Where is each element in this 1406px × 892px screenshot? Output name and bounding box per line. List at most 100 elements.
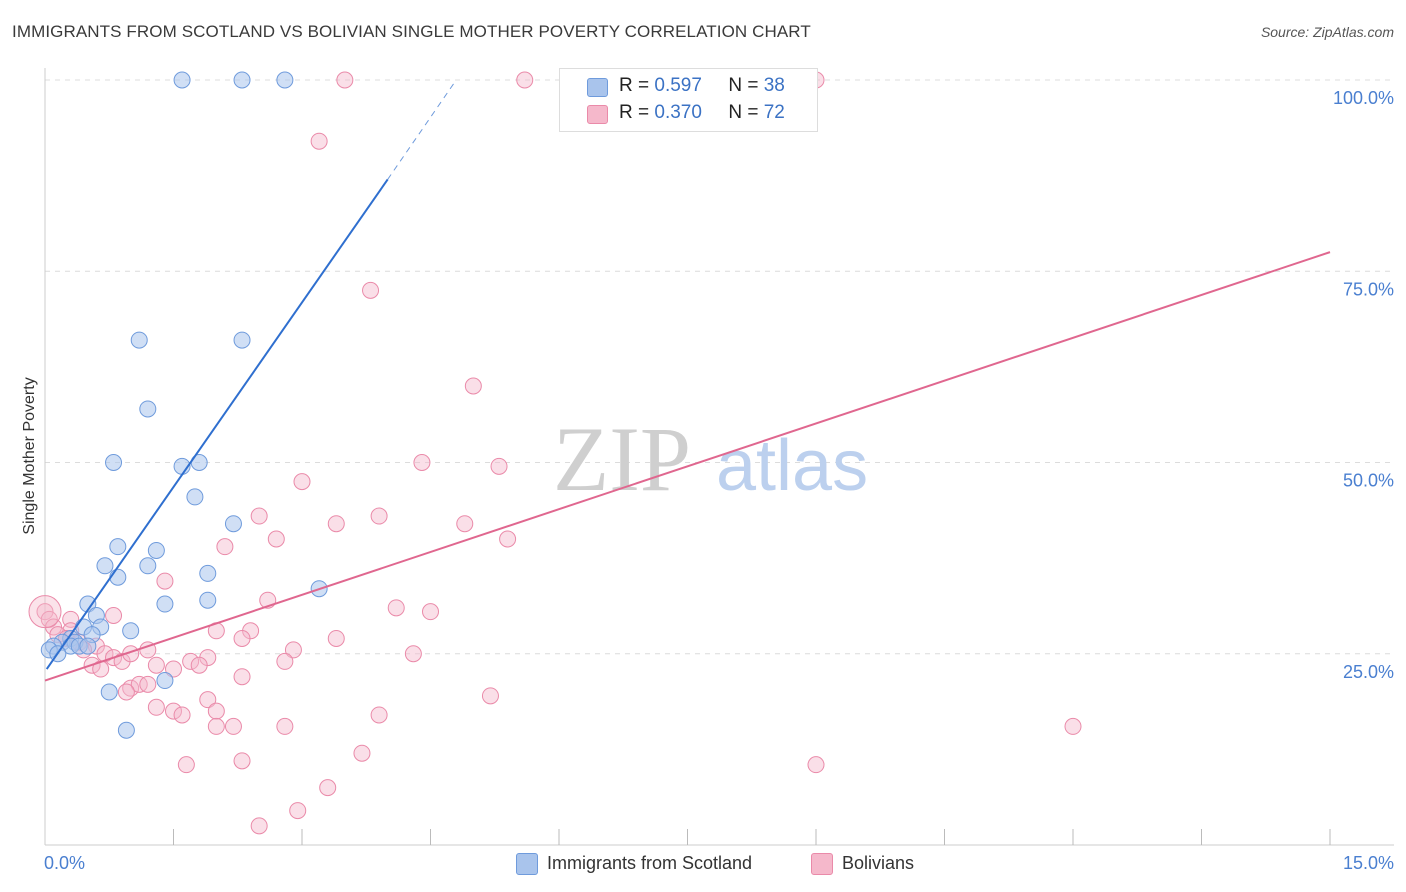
bolivians-point <box>284 641 302 659</box>
legend-r-value: 0.370 <box>654 102 702 123</box>
scotland-point <box>173 71 191 89</box>
scotland-point <box>130 331 148 349</box>
legend-swatch-bolivians <box>587 105 608 124</box>
scotland-trend-line <box>45 178 389 670</box>
bolivians-point <box>276 717 294 735</box>
bolivians-point <box>105 607 123 624</box>
scotland-point <box>79 595 97 613</box>
bottom-legend-label-bolivians: Bolivians <box>842 853 915 873</box>
scotland-point <box>276 71 294 89</box>
bolivians-point <box>190 656 208 674</box>
bolivians-point <box>370 507 388 525</box>
y-tick-label: 75.0% <box>1343 279 1394 299</box>
watermark-atlas: atlas <box>716 426 868 506</box>
bolivians-point <box>289 802 307 820</box>
bolivians-point <box>147 656 165 674</box>
bolivians-point <box>490 457 508 475</box>
scotland-trend-extension <box>387 79 457 180</box>
bolivians-point <box>293 473 311 491</box>
bolivians-point <box>404 645 422 663</box>
scotland-point <box>79 637 97 655</box>
scotland-point <box>156 595 174 613</box>
x-tick-label: 0.0% <box>44 853 85 873</box>
bolivians-point <box>156 572 174 590</box>
scotland-point <box>109 538 127 556</box>
bolivians-point <box>199 691 217 709</box>
bolivians-point <box>117 683 135 701</box>
scotland-point <box>139 557 157 575</box>
bolivians-point <box>224 717 242 735</box>
bolivians-point <box>387 599 405 617</box>
bolivians-point <box>413 454 431 471</box>
bottom-legend-swatch-bolivians <box>811 853 833 875</box>
scotland-point <box>117 721 135 739</box>
source-label: Source: ZipAtlas.com <box>1260 24 1394 40</box>
bolivians-point <box>319 779 337 797</box>
bolivians-point <box>36 603 54 621</box>
bolivians-point <box>182 652 200 670</box>
grid-lines <box>45 79 1394 655</box>
chart-title: IMMIGRANTS FROM SCOTLAND VS BOLIVIAN SIN… <box>12 22 811 41</box>
legend-n-value: 38 <box>763 75 785 96</box>
bolivians-point <box>267 530 285 548</box>
bolivians-point <box>1064 717 1082 735</box>
scotland-point <box>139 400 157 418</box>
bolivians-point <box>165 660 182 678</box>
scotland-point <box>224 515 242 533</box>
y-tick-label: 100.0% <box>1333 88 1394 108</box>
bolivians-trend-line <box>44 251 1331 682</box>
bolivians-point <box>481 687 499 705</box>
scotland-point <box>233 331 251 349</box>
correlation-legend: R = 0.597 N = 38 R = 0.370 N = 72 <box>559 68 818 132</box>
scotland-point <box>199 564 217 582</box>
bolivians-point <box>370 706 388 724</box>
bolivians-point <box>233 629 251 647</box>
bolivians-point <box>276 652 294 670</box>
bolivians-point <box>327 629 345 647</box>
bolivians-point <box>336 71 354 89</box>
bolivians-point <box>422 603 439 621</box>
watermark: ZIP atlas <box>553 408 868 510</box>
y-tick-label: 25.0% <box>1343 662 1394 682</box>
bolivians-point <box>499 530 517 548</box>
bolivians-point <box>233 752 251 770</box>
bolivians-point <box>807 756 825 774</box>
axes <box>44 68 1394 846</box>
legend-n-label: N = <box>728 75 759 96</box>
scotland-points <box>40 71 328 739</box>
bolivians-point <box>250 507 268 525</box>
scotland-point <box>233 71 251 89</box>
bottom-legend-label-scotland: Immigrants from Scotland <box>547 853 753 873</box>
bolivians-point <box>516 71 534 89</box>
bolivians-point <box>250 817 268 835</box>
bolivians-point <box>327 515 345 533</box>
bolivians-point <box>165 702 182 720</box>
y-tick-label: 50.0% <box>1343 471 1394 491</box>
scotland-point <box>105 454 123 471</box>
bolivians-point <box>207 717 225 735</box>
bolivians-point <box>464 377 482 395</box>
bolivians-point <box>177 756 195 774</box>
bolivians-point <box>147 698 165 716</box>
bolivians-point <box>353 744 371 762</box>
bolivians-point <box>233 668 251 686</box>
bolivians-point <box>207 702 225 720</box>
x-tick-label: 15.0% <box>1343 853 1394 873</box>
bottom-legend-swatch-scotland <box>516 853 538 875</box>
bolivians-cluster-point <box>28 595 62 629</box>
trend-lines <box>44 79 1331 682</box>
scotland-point <box>147 541 165 559</box>
scotland-point <box>100 683 118 701</box>
bolivians-point <box>362 281 380 299</box>
bolivians-point <box>130 675 148 693</box>
bolivians-point <box>456 515 474 533</box>
scotland-point <box>156 672 174 690</box>
legend-r-value: 0.597 <box>654 75 702 96</box>
watermark-zip: ZIP <box>553 408 691 510</box>
scotland-point <box>186 488 204 506</box>
bolivians-point <box>173 706 191 724</box>
scotland-point <box>109 568 127 586</box>
legend-r-label: R = <box>619 75 650 96</box>
bolivians-point <box>310 132 328 150</box>
